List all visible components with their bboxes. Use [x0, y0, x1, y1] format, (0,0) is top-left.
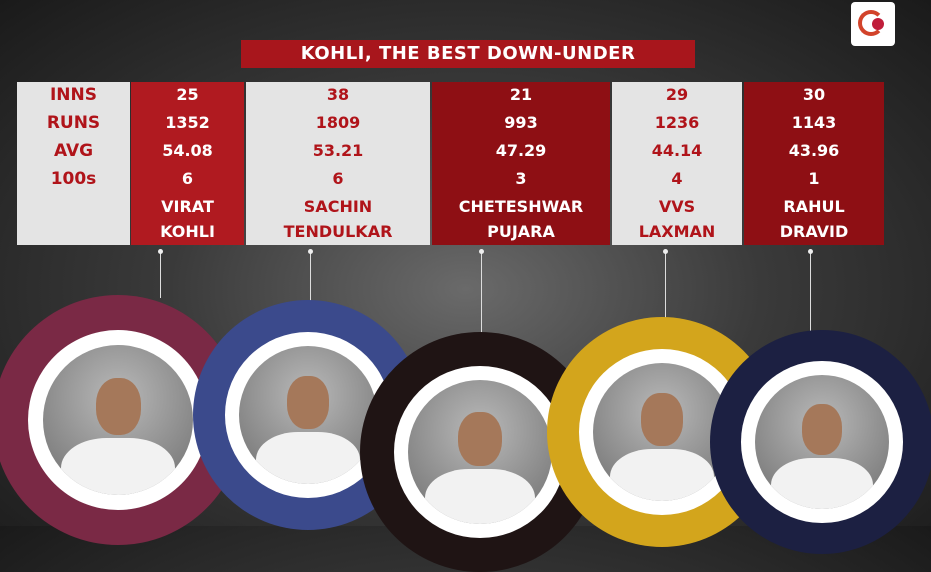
row-label: AVG — [53, 141, 94, 161]
player-column: 29 1236 44.14 4 VVS LAXMAN — [612, 82, 742, 245]
page-title: KOHLI, THE BEST DOWN-UNDER — [241, 40, 695, 68]
stat-cell: 44.14 — [651, 141, 703, 160]
row-label: INNS — [49, 85, 98, 105]
connector-dot — [479, 249, 484, 254]
player-name: VIRAT KOHLI — [131, 194, 244, 245]
player-name-line: LAXMAN — [638, 222, 716, 241]
player-name-line: VIRAT — [161, 197, 214, 216]
stat-cell: 25 — [176, 85, 199, 104]
player-name: CHETESHWAR PUJARA — [432, 194, 610, 245]
player-photo — [754, 374, 890, 510]
logo — [851, 2, 895, 46]
row-label: RUNS — [46, 113, 101, 133]
stat-cell: 6 — [181, 169, 194, 188]
player-name-line: CHETESHWAR — [458, 197, 584, 216]
stat-cell: 29 — [665, 85, 689, 104]
player-name: SACHIN TENDULKAR — [246, 194, 430, 245]
player-photo — [43, 345, 193, 495]
player-photo — [408, 380, 552, 524]
player-column: 25 1352 54.08 6 VIRAT KOHLI — [131, 82, 244, 245]
player-photo — [239, 346, 377, 484]
stat-cell: 1352 — [165, 113, 210, 132]
stat-cell: 54.08 — [162, 141, 213, 160]
stat-cell: 47.29 — [495, 141, 547, 160]
player-column: 21 993 47.29 3 CHETESHWAR PUJARA — [432, 82, 610, 245]
label-column: INNS RUNS AVG 100s — [17, 82, 130, 245]
stat-cell: 53.21 — [312, 141, 364, 160]
row-label: 100s — [50, 169, 97, 189]
connector-line — [310, 252, 311, 302]
player-name: VVS LAXMAN — [612, 194, 742, 245]
stat-cell: 1236 — [654, 113, 700, 132]
stat-cell: 3 — [515, 169, 527, 188]
connector-line — [481, 252, 482, 335]
player-name-line: KOHLI — [160, 222, 215, 241]
stat-cell: 1809 — [315, 113, 361, 132]
player-name-line: SACHIN — [303, 197, 373, 216]
stat-cell: 38 — [326, 85, 350, 104]
connector-line — [665, 252, 666, 320]
connector-dot — [663, 249, 668, 254]
player-name: RAHUL DRAVID — [744, 194, 884, 245]
stat-cell: 1143 — [791, 113, 837, 132]
player-name-line: TENDULKAR — [283, 222, 393, 241]
stat-cell: 4 — [671, 169, 683, 188]
player-column: 30 1143 43.96 1 RAHUL DRAVID — [744, 82, 884, 245]
connector-dot — [158, 249, 163, 254]
player-name-line: DRAVID — [779, 222, 849, 241]
connector-line — [160, 252, 161, 298]
stat-cell: 21 — [509, 85, 533, 104]
connector-dot — [308, 249, 313, 254]
player-column: 38 1809 53.21 6 SACHIN TENDULKAR — [246, 82, 430, 245]
player-name-line: RAHUL — [783, 197, 845, 216]
stat-cell: 993 — [504, 113, 538, 132]
stat-cell: 43.96 — [788, 141, 840, 160]
stat-cell: 30 — [802, 85, 826, 104]
stat-cell: 6 — [332, 169, 344, 188]
connector-line — [810, 252, 811, 335]
connector-dot — [808, 249, 813, 254]
stat-cell: 1 — [808, 169, 820, 188]
player-photo — [593, 363, 731, 501]
player-name-line: PUJARA — [487, 222, 555, 241]
player-name-line: VVS — [658, 197, 696, 216]
